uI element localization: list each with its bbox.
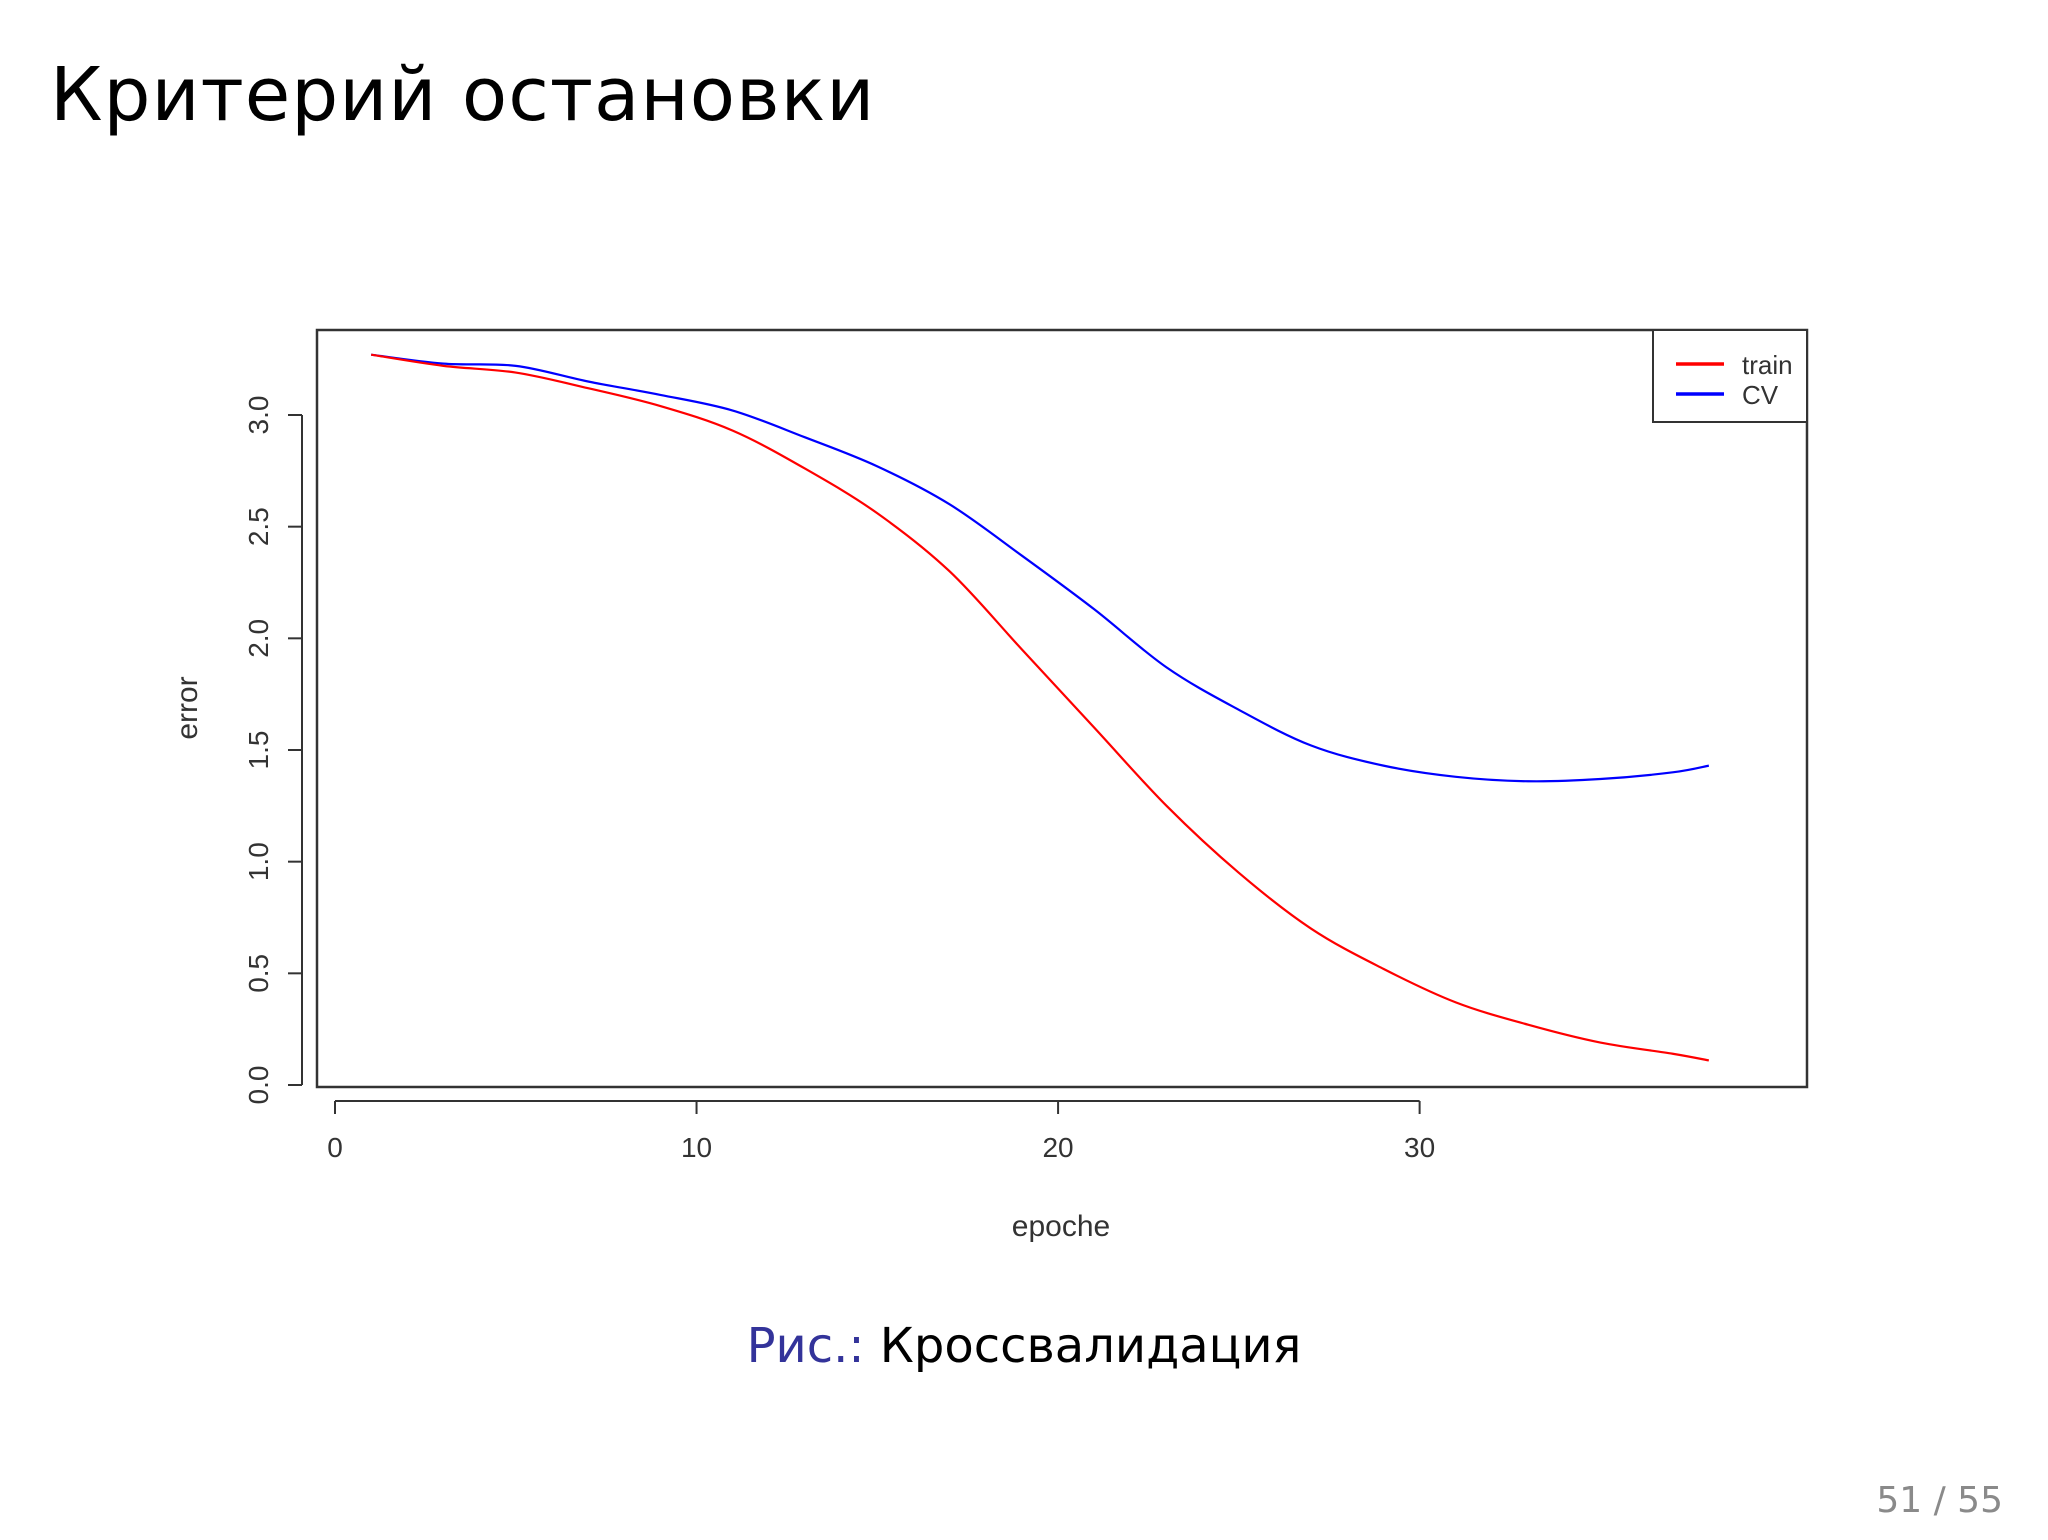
- series-line-train: [370, 353, 1710, 1062]
- plot-frame: [315, 328, 1809, 1089]
- y-axis-title: error: [171, 676, 204, 739]
- y-tick-label: 1.5: [243, 731, 274, 770]
- series-layer: [370, 353, 1710, 1062]
- figure-label: Рис.:: [746, 1318, 865, 1374]
- y-axis: 0.0 0.5 1.0 1.5 2.0 2.5 3.0: [243, 396, 303, 1105]
- y-tick-label: 0.5: [243, 954, 274, 993]
- x-tick-label: 0: [327, 1132, 343, 1163]
- y-tick-label: 2.5: [243, 507, 274, 546]
- y-tick-label: 2.0: [243, 619, 274, 658]
- x-tick-label: 30: [1404, 1132, 1435, 1163]
- y-tick-label: 0.0: [243, 1066, 274, 1105]
- figure-caption-text: Кроссвалидация: [879, 1318, 1302, 1374]
- figure-caption: Рис.: Кроссвалидация: [0, 1318, 2048, 1374]
- x-axis: 0 10 20 30: [327, 1100, 1435, 1163]
- series-line-cv: [371, 353, 1710, 783]
- x-tick-label: 20: [1042, 1132, 1073, 1163]
- legend-label-cv: CV: [1742, 380, 1779, 410]
- page-number: 51 / 55: [1876, 1480, 2003, 1521]
- x-axis-title: epoche: [1012, 1210, 1110, 1243]
- y-tick-label: 3.0: [243, 396, 274, 435]
- legend-box: [1652, 329, 1808, 423]
- x-tick-label: 10: [681, 1132, 712, 1163]
- axis-titles: epoche error: [171, 676, 1110, 1243]
- slide-title: Критерий остановки: [50, 52, 876, 138]
- y-tick-label: 1.0: [243, 842, 274, 881]
- legend-label-train: train: [1742, 350, 1793, 380]
